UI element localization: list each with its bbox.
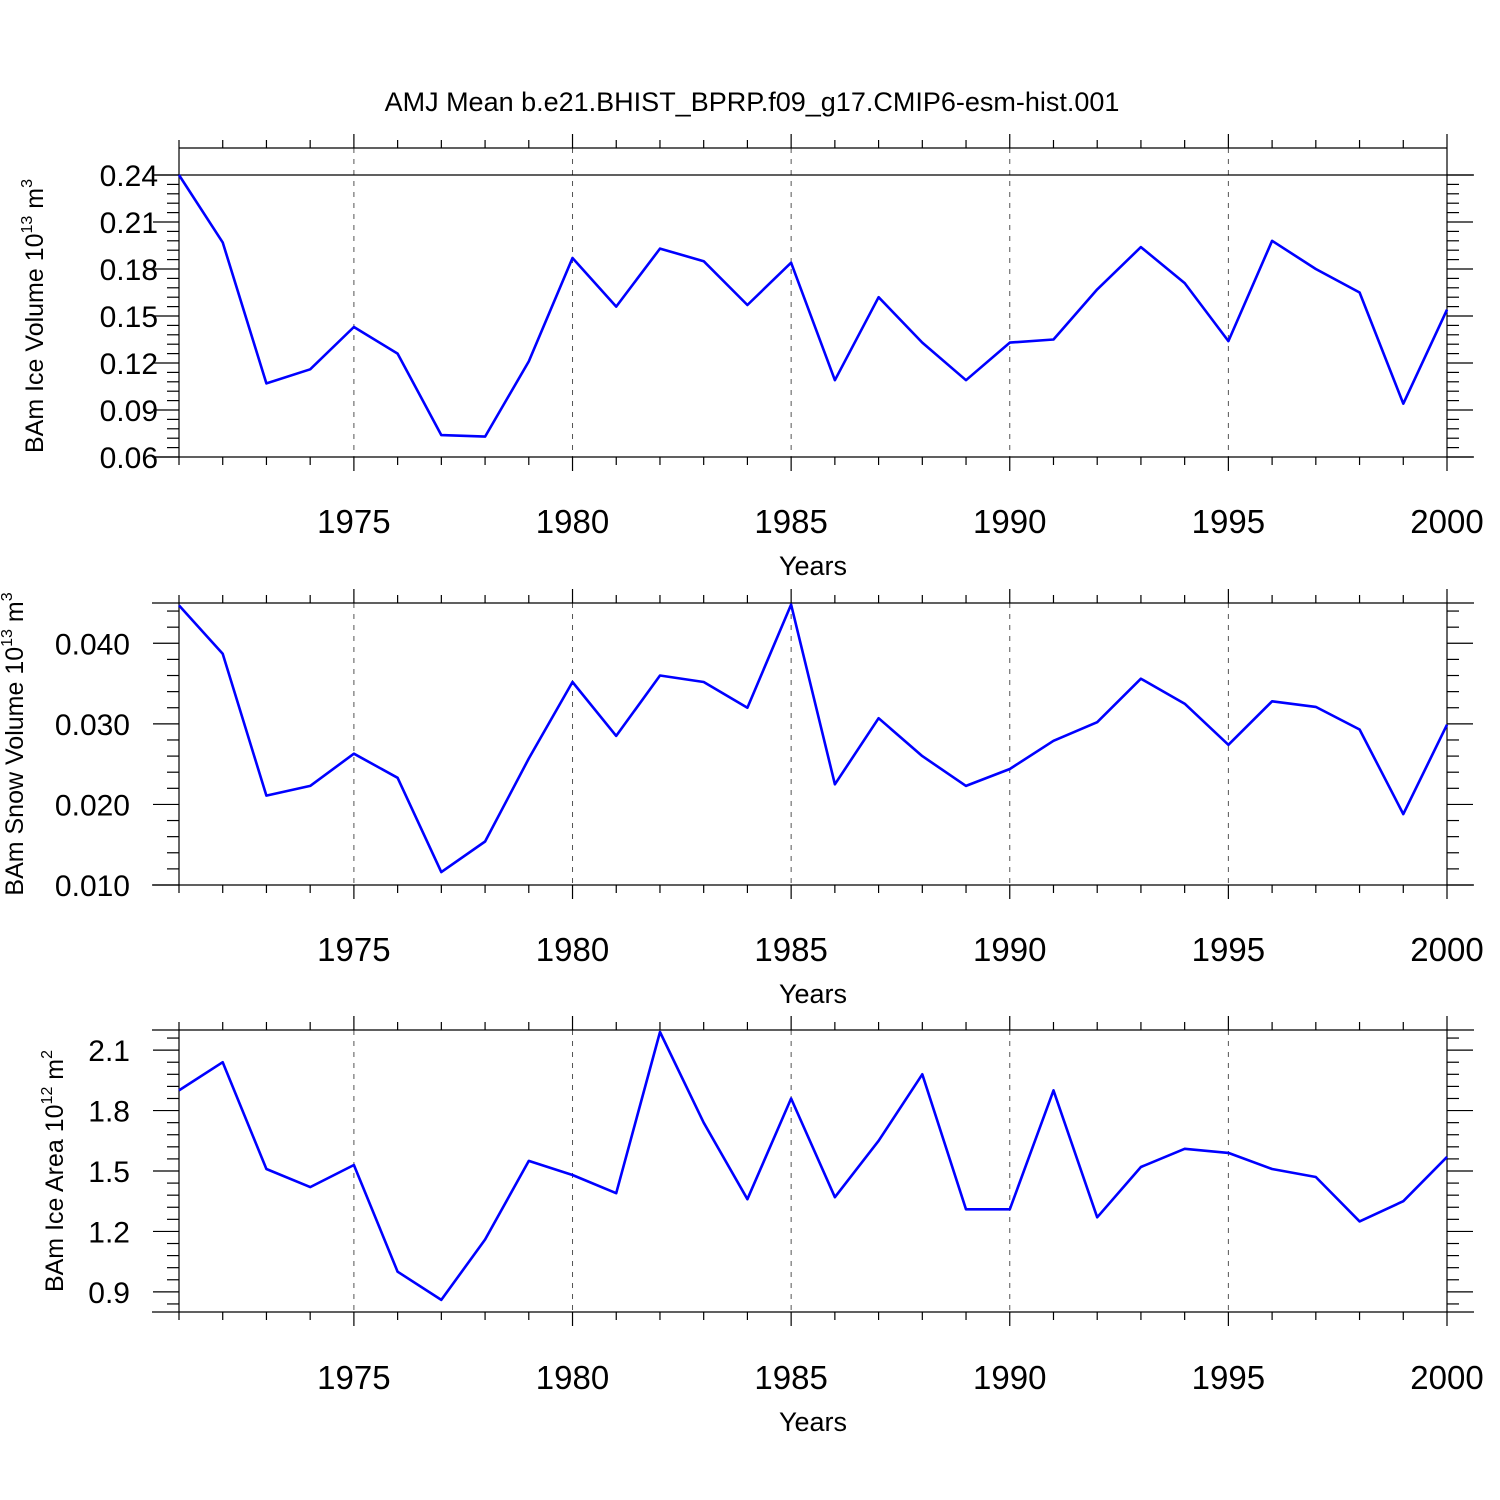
- x-tick-label: 1995: [1192, 1359, 1265, 1396]
- y-tick-label: 0.030: [55, 709, 130, 742]
- y-tick-label: 1.2: [88, 1216, 130, 1249]
- series-line: [177, 174, 1449, 438]
- y-axis-label-ylabel-exp: 12: [39, 1087, 56, 1105]
- y-tick-label: 1.8: [88, 1096, 130, 1129]
- x-tick-label: 2000: [1410, 931, 1483, 968]
- y-tick-label: 1.5: [88, 1156, 130, 1189]
- figure-title: AMJ Mean b.e21.BHIST_BPRP.f09_g17.CMIP6-…: [385, 87, 1120, 117]
- chart-panel-3: 0.9 1.2 1.5 1.8 2.1 1975 1980 1985 1990 1995 2000 Y…: [39, 1016, 1484, 1437]
- y-axis-label-ylabel-unit: m: [21, 188, 49, 216]
- chart-panel-2: 0.010 0.020 0.030 0.040 1975 1980 1985 1990 1995…: [0, 589, 1484, 1009]
- y-tick-label: 0.9: [88, 1277, 130, 1310]
- x-tick-label: 1985: [754, 931, 827, 968]
- y-tick-label: 0.18: [100, 254, 158, 287]
- x-tick-label: 1985: [754, 503, 827, 540]
- y-tick-label: 0.06: [100, 442, 158, 475]
- y-axis-label-ylabel-unit: m: [1, 601, 29, 629]
- x-axis-label: Years: [779, 551, 847, 581]
- y-tick-label: 0.010: [55, 870, 130, 903]
- y-axis-label-ylabel: BAm Ice Volume 10: [21, 233, 49, 453]
- y-tick-label: 0.12: [100, 348, 158, 381]
- x-tick-label: 1975: [317, 503, 390, 540]
- y-tick-label: 0.21: [100, 207, 158, 240]
- x-tick-label: 1985: [754, 1359, 827, 1396]
- x-tick-label: 1980: [536, 1359, 609, 1396]
- y-tick-label: 0.020: [55, 789, 130, 822]
- x-tick-label: 1975: [317, 931, 390, 968]
- y-axis-label-ylabel: BAm Snow Volume 10: [1, 647, 29, 896]
- y-axis-label-ylabel-unit-exp: 2: [39, 1050, 56, 1059]
- x-tick-label: 1980: [536, 931, 609, 968]
- series-line: [178, 603, 1449, 874]
- y-tick-label: 0.040: [55, 628, 130, 661]
- y-axis-label-ylabel-unit: m: [41, 1059, 69, 1087]
- y-tick-label: 2.1: [88, 1035, 130, 1068]
- y-axis-label: BAm Ice Area 1012 m2: [39, 1050, 69, 1292]
- y-axis-label: BAm Ice Volume 1013 m3: [19, 179, 49, 453]
- y-axis-label-ylabel: BAm Ice Area 10: [41, 1104, 69, 1292]
- x-tick-label: 1980: [536, 503, 609, 540]
- x-axis-label: Years: [779, 1407, 847, 1437]
- x-tick-label: 1975: [317, 1359, 390, 1396]
- y-axis-label-ylabel-unit-exp: 3: [19, 179, 36, 188]
- x-tick-label: 1995: [1192, 503, 1265, 540]
- series-line: [178, 1030, 1448, 1302]
- panels: 0.06 0.09 0.12 0.15 0.18 0.21 0.24 1975 1980 1985…: [0, 134, 1484, 1437]
- x-tick-label: 2000: [1410, 503, 1483, 540]
- x-tick-label: 1990: [973, 503, 1046, 540]
- x-tick-label: 1995: [1192, 931, 1265, 968]
- y-tick-label: 0.09: [100, 395, 158, 428]
- x-tick-label: 2000: [1410, 1359, 1483, 1396]
- x-tick-label: 1990: [973, 1359, 1046, 1396]
- y-tick-label: 0.24: [100, 160, 158, 193]
- y-axis-label: BAm Snow Volume 1013 m3: [0, 592, 29, 895]
- y-axis-label-ylabel-exp: 13: [0, 629, 16, 647]
- y-axis-label-ylabel-unit-exp: 3: [0, 592, 16, 601]
- y-axis-label-ylabel-exp: 13: [19, 216, 36, 234]
- x-tick-label: 1990: [973, 931, 1046, 968]
- x-axis-label: Years: [779, 979, 847, 1009]
- y-tick-label: 0.15: [100, 301, 158, 334]
- chart-panel-1: 0.06 0.09 0.12 0.15 0.18 0.21 0.24 1975 1980 1985…: [19, 134, 1484, 581]
